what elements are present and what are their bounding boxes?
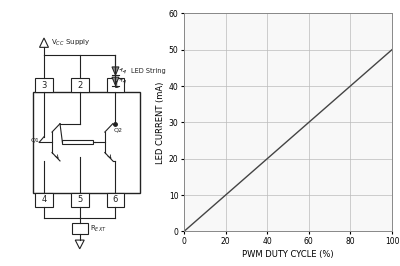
Bar (72, 223, 88, 234)
Polygon shape (112, 77, 119, 86)
Text: 6: 6 (113, 195, 118, 204)
Text: R$_{EXT}$: R$_{EXT}$ (90, 223, 106, 234)
Text: Q2: Q2 (114, 128, 123, 133)
Text: V$_{CC}$ Supply: V$_{CC}$ Supply (51, 38, 91, 48)
Text: LED String: LED String (131, 68, 166, 74)
Text: 4: 4 (41, 195, 47, 204)
Text: Q1: Q1 (31, 137, 40, 142)
Polygon shape (112, 67, 119, 75)
Y-axis label: LED CURRENT (mA): LED CURRENT (mA) (156, 81, 164, 164)
Bar (71, 78, 88, 92)
Text: 3: 3 (41, 81, 47, 90)
Bar (33, 92, 140, 193)
Bar (71, 193, 88, 207)
X-axis label: PWM DUTY CYCLE (%): PWM DUTY CYCLE (%) (242, 250, 334, 259)
Bar (107, 78, 124, 92)
Bar (35, 193, 53, 207)
Bar (35, 78, 53, 92)
Bar (62, 140, 93, 144)
Bar (107, 193, 124, 207)
Text: 1: 1 (113, 81, 118, 90)
Text: 5: 5 (77, 195, 82, 204)
Text: 2: 2 (77, 81, 82, 90)
